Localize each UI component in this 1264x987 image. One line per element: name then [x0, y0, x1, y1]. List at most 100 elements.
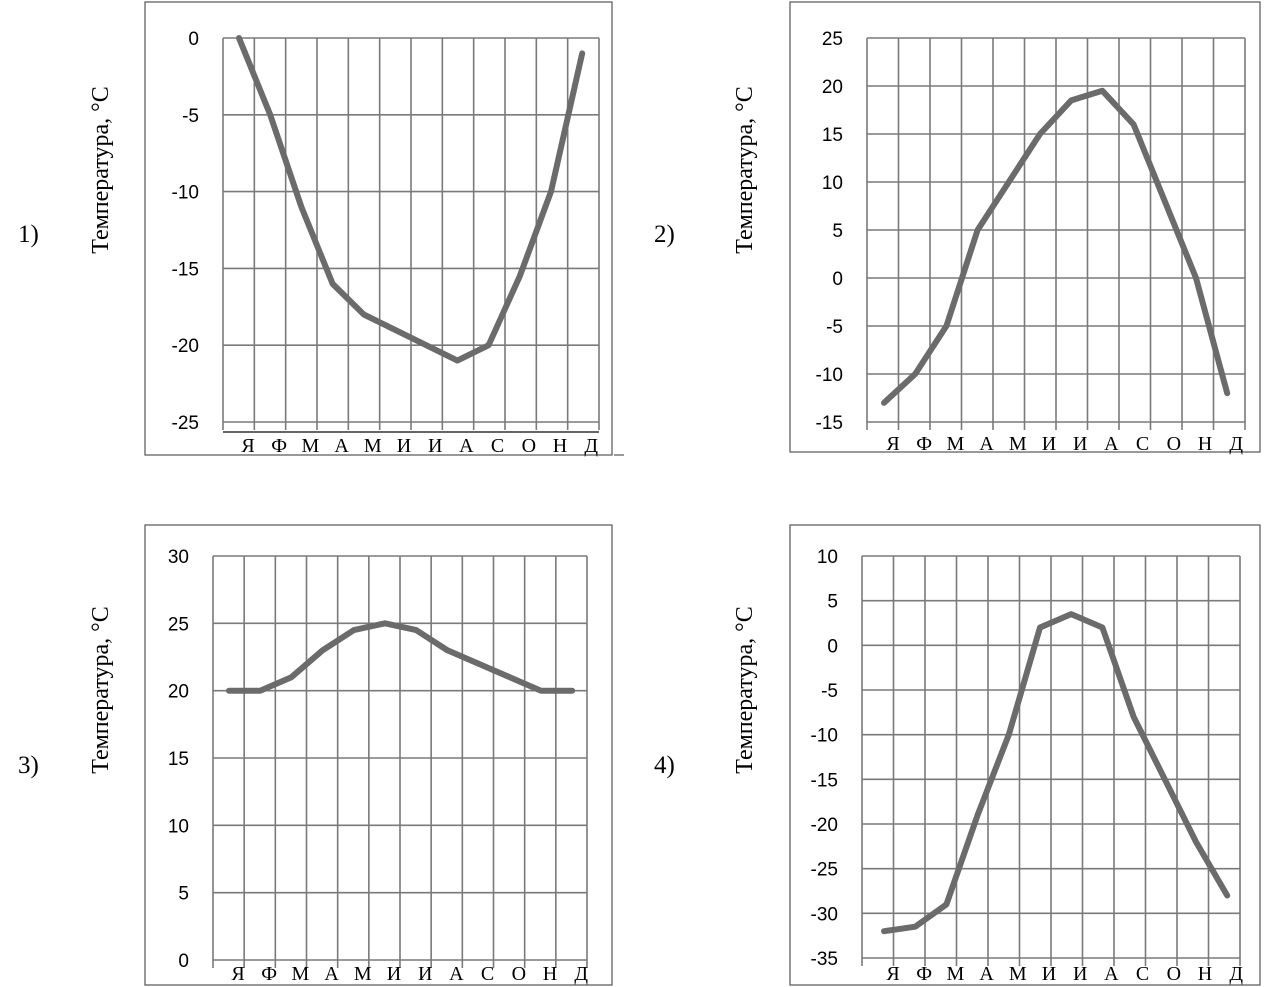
x-tick-label: И [387, 963, 401, 985]
x-tick-label: А [979, 433, 994, 455]
x-tick-label: Я [886, 963, 899, 985]
chart-frame [789, 1, 1261, 453]
x-tick-label: М [354, 963, 372, 985]
x-tick-label: Н [543, 963, 557, 985]
y-tick-label: -20 [811, 815, 838, 836]
y-tick-label: 25 [822, 29, 843, 50]
y-tick-label: 20 [168, 682, 189, 703]
x-tick-label: И [397, 435, 411, 457]
x-tick-label: М [947, 963, 965, 985]
y-axis-label: Температура, °С [732, 606, 758, 774]
x-tick-label: О [1167, 433, 1181, 455]
chart-frame [144, 1, 613, 456]
y-tick-label: 5 [827, 592, 838, 613]
panel-number: 2) [654, 221, 675, 248]
y-tick-label: 5 [178, 884, 189, 905]
chart-frame [144, 524, 613, 986]
y-tick-label: -5 [821, 681, 838, 702]
y-axis-label: Температура, °С [88, 606, 114, 774]
series-line [881, 87, 1231, 406]
panel-number: 1) [18, 221, 39, 248]
x-tick-label: Н [1198, 963, 1212, 985]
x-tick-label: О [522, 435, 536, 457]
y-tick-label: 30 [168, 547, 189, 568]
x-tick-label: И [1042, 963, 1056, 985]
series-line [236, 35, 586, 364]
x-tick-label: М [364, 435, 382, 457]
x-tick-label: А [1104, 433, 1119, 455]
y-tick-label: 20 [822, 77, 843, 98]
panel-number: 3) [18, 752, 39, 779]
x-tick-label: О [1167, 963, 1181, 985]
y-tick-label: -25 [811, 860, 838, 881]
x-tick-label: Ф [261, 963, 277, 985]
x-tick-label: А [459, 435, 474, 457]
x-tick-label: М [1009, 963, 1027, 985]
y-tick-label: -15 [811, 770, 838, 791]
x-tick-label: М [1009, 433, 1027, 455]
y-tick-label: -15 [816, 413, 843, 434]
x-tick-label: А [1104, 963, 1119, 985]
x-tick-label: И [1073, 963, 1087, 985]
y-tick-label: 5 [832, 221, 843, 242]
x-tick-label: Н [1198, 433, 1212, 455]
x-tick-label: А [334, 435, 349, 457]
x-tick-label: Я [231, 963, 244, 985]
y-axis-label: Температура, °С [88, 86, 114, 254]
x-tick-label: М [302, 435, 320, 457]
x-tick-label: Ф [916, 963, 932, 985]
y-tick-label: 10 [817, 547, 838, 568]
y-tick-label: -35 [811, 949, 838, 970]
x-tick-label: Д [1229, 963, 1243, 985]
y-tick-label: 0 [178, 951, 189, 972]
y-tick-label: -10 [816, 365, 843, 386]
y-tick-label: 15 [822, 125, 843, 146]
x-tick-label: И [1042, 433, 1056, 455]
y-tick-label: -10 [811, 726, 838, 747]
x-tick-label: А [979, 963, 994, 985]
y-axis-label: Температура, °С [732, 86, 758, 254]
y-tick-label: 25 [168, 614, 189, 635]
x-tick-label: О [512, 963, 526, 985]
chart-frame [789, 524, 1261, 986]
y-tick-label: -5 [182, 106, 199, 127]
y-tick-label: -30 [811, 904, 838, 925]
x-tick-label: И [428, 435, 442, 457]
x-tick-label: А [449, 963, 464, 985]
x-tick-label: Д [584, 435, 598, 457]
x-tick-label: С [481, 963, 494, 985]
series-line [226, 620, 576, 694]
x-tick-label: Ф [916, 433, 932, 455]
x-tick-label: Я [241, 435, 254, 457]
y-tick-label: -5 [826, 317, 843, 338]
x-tick-label: Я [886, 433, 899, 455]
x-tick-label: Д [1229, 433, 1243, 455]
panel-number: 4) [654, 752, 675, 779]
x-tick-label: Д [574, 963, 588, 985]
y-tick-label: -10 [172, 183, 199, 204]
y-tick-label: -25 [172, 413, 199, 434]
y-tick-label: 15 [168, 749, 189, 770]
x-tick-label: И [1073, 433, 1087, 455]
x-tick-label: С [1136, 963, 1149, 985]
x-tick-label: Ф [271, 435, 287, 457]
y-tick-label: 0 [827, 636, 838, 657]
y-tick-label: 10 [822, 173, 843, 194]
y-tick-label: 0 [188, 29, 199, 50]
y-tick-label: 0 [832, 269, 843, 290]
series-line [881, 611, 1231, 935]
x-tick-label: С [1136, 433, 1149, 455]
y-tick-label: -15 [172, 259, 199, 280]
x-tick-label: С [491, 435, 504, 457]
y-tick-label: -20 [172, 336, 199, 357]
x-tick-label: И [418, 963, 432, 985]
x-tick-label: М [947, 433, 965, 455]
x-tick-label: Н [553, 435, 567, 457]
x-tick-label: А [324, 963, 339, 985]
x-tick-label: М [292, 963, 310, 985]
y-tick-label: 10 [168, 816, 189, 837]
